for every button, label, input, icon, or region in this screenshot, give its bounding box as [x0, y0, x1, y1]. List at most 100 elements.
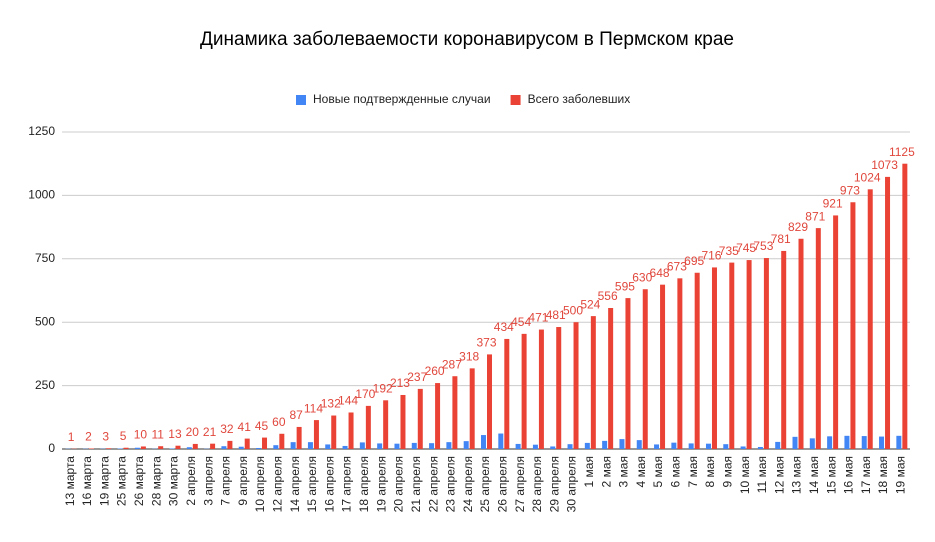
x-tick-label: 22 апреля [426, 456, 440, 512]
bar [481, 435, 486, 449]
bar [850, 202, 856, 449]
data-label: 2 [85, 430, 92, 444]
bar [844, 435, 850, 449]
x-tick-label: 9 апреля [236, 456, 250, 506]
data-label: 673 [667, 259, 687, 273]
data-label: 10 [134, 428, 148, 442]
bar [469, 368, 475, 449]
data-label: 318 [459, 350, 479, 364]
bar [556, 327, 562, 449]
x-tick-label: 6 мая [669, 456, 683, 487]
legend-label: Новые подтвержденные случаи [313, 92, 491, 106]
bar [827, 436, 833, 449]
bar [210, 443, 216, 449]
bar [411, 442, 417, 449]
bar [896, 435, 902, 449]
data-label: 144 [338, 394, 358, 408]
x-tick-label: 1 мая [582, 456, 596, 487]
bar [417, 388, 423, 449]
data-label: 735 [719, 244, 739, 258]
bar [307, 442, 313, 449]
x-tick-label: 11 мая [755, 456, 769, 493]
bar [435, 383, 441, 449]
data-label: 1024 [854, 170, 881, 184]
bar [654, 444, 660, 449]
x-tick-label: 17 апреля [340, 456, 354, 512]
x-tick-label: 13 марта [63, 456, 77, 506]
bar [359, 442, 365, 449]
bar [169, 448, 175, 449]
bar [88, 448, 94, 449]
bar [567, 444, 573, 449]
data-label: 132 [321, 397, 341, 411]
bar [446, 442, 452, 449]
x-tick-label: 3 мая [617, 456, 631, 487]
data-label: 3 [102, 429, 109, 443]
bar [711, 267, 717, 449]
y-tick-label: 250 [35, 378, 55, 392]
data-label: 260 [425, 364, 445, 378]
x-tick-label: 14 апреля [288, 456, 302, 512]
x-tick-label: 29 апреля [547, 456, 561, 512]
legend-swatch [296, 95, 306, 105]
bar [238, 446, 244, 449]
legend-swatch [510, 95, 521, 105]
bar [262, 437, 268, 449]
bar [792, 436, 798, 449]
bar [487, 354, 492, 449]
x-tick-label: 25 апреля [478, 456, 492, 512]
data-label: 237 [407, 370, 427, 384]
data-label: 21 [203, 425, 217, 439]
bar [383, 400, 389, 449]
bar [394, 443, 400, 449]
bar [377, 443, 383, 449]
x-tick-label: 8 мая [703, 456, 717, 487]
data-label: 114 [304, 401, 323, 415]
bar [158, 446, 164, 449]
data-label: 45 [255, 419, 269, 433]
y-tick-label: 0 [48, 441, 55, 455]
data-label: 454 [511, 315, 531, 329]
data-label: 921 [823, 197, 843, 211]
data-label: 434 [494, 320, 514, 334]
data-label: 41 [238, 420, 252, 434]
bar [244, 438, 250, 449]
data-label: 192 [373, 381, 393, 395]
bar [106, 448, 112, 449]
data-label: 500 [563, 303, 583, 317]
x-tick-label: 13 мая [790, 456, 804, 494]
bar [584, 442, 590, 449]
bar [625, 298, 631, 449]
bar [798, 238, 804, 449]
bar [723, 444, 729, 449]
bar [273, 445, 279, 449]
data-label: 781 [771, 232, 791, 246]
data-label: 1 [68, 430, 75, 444]
y-tick-label: 750 [35, 251, 55, 265]
data-label: 213 [390, 376, 410, 390]
bar [861, 436, 867, 449]
data-label: 170 [355, 387, 375, 401]
data-label: 32 [220, 422, 234, 436]
bar [504, 338, 510, 449]
x-tick-label: 3 апреля [201, 456, 215, 506]
bar [429, 443, 435, 449]
data-label: 20 [186, 425, 200, 439]
bar [221, 446, 227, 449]
x-tick-label: 15 апреля [305, 456, 319, 512]
bar [867, 189, 873, 449]
x-tick-label: 14 мая [807, 456, 821, 494]
bar [186, 447, 192, 449]
bar [729, 262, 735, 449]
x-tick-label: 24 апреля [461, 456, 475, 512]
x-tick-label: 2 мая [599, 456, 613, 487]
bar [746, 260, 752, 449]
data-label: 648 [650, 266, 670, 280]
bar [290, 442, 296, 449]
bar [763, 258, 769, 449]
bar [365, 405, 371, 449]
x-tick-label: 16 марта [80, 456, 94, 506]
bar [331, 415, 337, 449]
x-tick-label: 5 мая [651, 456, 665, 487]
data-label: 87 [289, 408, 303, 422]
